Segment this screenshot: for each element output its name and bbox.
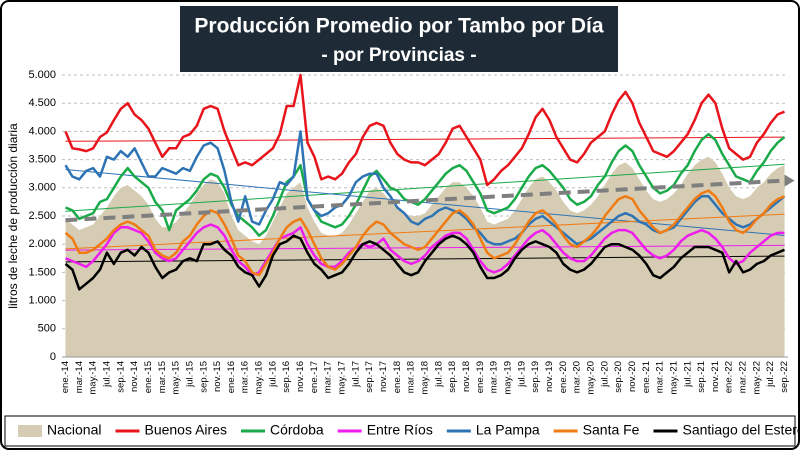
legend-label: Nacional (47, 422, 101, 438)
x-tick-label: sep.-19 (530, 361, 541, 393)
legend-swatch (18, 425, 42, 437)
x-tick-label: sep.-22 (779, 361, 790, 393)
x-tick-label: nov.-14 (129, 361, 140, 392)
trend-line (65, 136, 785, 142)
x-tick-label: ene.-18 (392, 361, 403, 393)
x-tick-label: ene.-22 (724, 361, 735, 393)
x-tick-label: ene.-16 (226, 361, 237, 393)
x-tick-label: may.-17 (337, 361, 348, 395)
x-tick-label: mar.-16 (240, 361, 251, 393)
x-tick-label: ene.-14 (60, 361, 71, 393)
x-tick-label: jul.-18 (433, 361, 444, 388)
x-tick-label: jul.-15 (184, 361, 195, 388)
x-tick-label: nov.-17 (378, 361, 389, 392)
x-tick-label: mar.-19 (489, 361, 500, 393)
x-tick-label: nov.-15 (212, 361, 223, 392)
x-tick-label: may.-19 (502, 361, 513, 395)
y-tick-label: 3.000 (28, 182, 56, 194)
x-tick-label: may.-16 (254, 361, 265, 395)
layer (65, 174, 795, 223)
line (64, 234, 785, 291)
x-tick-label: ene.-19 (475, 361, 486, 393)
chart-title: Producción Promedio por Tambo por Día (194, 15, 603, 38)
y-axis-label: litros de leche de producción diaria (6, 123, 20, 309)
y-tick-label: 3.500 (28, 154, 56, 166)
legend-box (4, 415, 796, 447)
y-tick-label: 1.500 (28, 266, 56, 278)
line (64, 73, 785, 187)
x-tick-label: ene.-21 (641, 361, 652, 393)
x-tick-label: mar.-18 (406, 361, 417, 393)
x-tick-label: nov.-18 (461, 361, 472, 392)
x-tick-label: nov.-19 (544, 361, 555, 392)
x-tick-label: mar.-20 (572, 361, 583, 393)
x-tick-label: ene.-20 (558, 361, 569, 393)
legend-label: Santiago del Estero (682, 422, 800, 438)
y-tick-label: 4.000 (28, 125, 56, 137)
x-tick-label: mar.-21 (655, 361, 666, 393)
legend-label: Córdoba (270, 422, 324, 438)
x-tick-label: jul.-21 (682, 361, 693, 388)
x-tick-label: sep.-20 (613, 361, 624, 393)
y-tick-label: 500 (38, 323, 56, 335)
layer (64, 73, 786, 291)
x-tick-label: nov.-20 (627, 361, 638, 392)
trend-line (65, 213, 785, 250)
x-tick-label: ene.-17 (309, 361, 320, 393)
y-tick-label: 5.000 (28, 69, 56, 81)
y-tick-label: 2.500 (28, 210, 56, 222)
x-tick-label: may.-18 (420, 361, 431, 395)
line (65, 223, 785, 277)
x-tick-label: nov.-16 (295, 361, 306, 392)
legend-label: La Pampa (476, 422, 540, 438)
x-tick-label: jul.-17 (350, 361, 361, 388)
legend-label: Buenos Aires (144, 422, 227, 438)
legend-label: Entre Ríos (367, 422, 433, 438)
trend-arrow (784, 174, 795, 187)
y-tick-label: 0 (50, 351, 56, 363)
x-tick-label: mar.-17 (323, 361, 334, 393)
x-tick-label: nov.-21 (710, 361, 721, 392)
x-tick-label: sep.-17 (364, 361, 375, 393)
trend-line (65, 178, 785, 223)
trend-line (65, 169, 785, 236)
x-tick-label: sep.-15 (198, 361, 209, 393)
y-tick-label: 2.000 (28, 238, 56, 250)
y-tick-label: 4.500 (28, 97, 56, 109)
x-tick-label: jul.-16 (267, 361, 278, 388)
line (64, 189, 785, 277)
x-tick-label: jul.-22 (765, 361, 776, 388)
x-tick-label: ene.-15 (143, 361, 154, 393)
chart-subtitle: - por Provincias - (321, 45, 476, 66)
x-tick-label: may.-20 (585, 361, 596, 395)
y-tick-label: 1.000 (28, 295, 56, 307)
x-tick-label: mar.-15 (157, 361, 168, 393)
x-tick-label: jul.-14 (101, 361, 112, 388)
line (65, 132, 786, 237)
x-tick-label: jul.-20 (599, 361, 610, 388)
x-tick-label: mar.-14 (74, 361, 85, 393)
legend-label: Santa Fe (583, 422, 640, 438)
x-tick-label: may.-22 (751, 361, 762, 395)
title-box (180, 6, 618, 72)
x-tick-label: sep.-14 (115, 361, 126, 393)
x-tick-label: jul.-19 (516, 361, 527, 388)
x-tick-label: mar.-22 (738, 361, 749, 393)
x-tick-label: may.-14 (88, 361, 99, 395)
x-tick-label: sep.-18 (447, 361, 458, 393)
x-tick-label: may.-15 (171, 361, 182, 395)
x-tick-label: sep.-21 (696, 361, 707, 393)
x-tick-label: sep.-16 (281, 361, 292, 393)
x-tick-label: may.-21 (668, 361, 679, 395)
